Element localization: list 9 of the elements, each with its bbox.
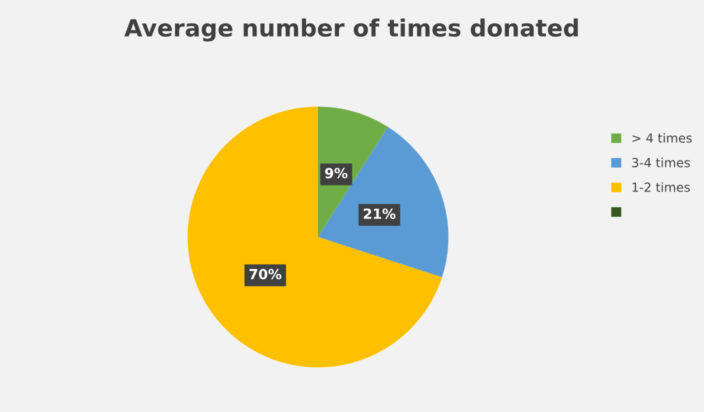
legend-label: 3-4 times xyxy=(632,158,690,168)
legend-label: > 4 times xyxy=(632,133,692,143)
data-label: 70% xyxy=(250,268,282,280)
chart-title: Average number of times donated xyxy=(124,18,578,42)
data-label: 21% xyxy=(364,208,396,219)
data-label: 9% xyxy=(325,168,348,178)
pie-slice xyxy=(188,106,442,368)
pie-slice xyxy=(318,126,448,278)
legend-label: 1-2 times xyxy=(632,182,690,192)
